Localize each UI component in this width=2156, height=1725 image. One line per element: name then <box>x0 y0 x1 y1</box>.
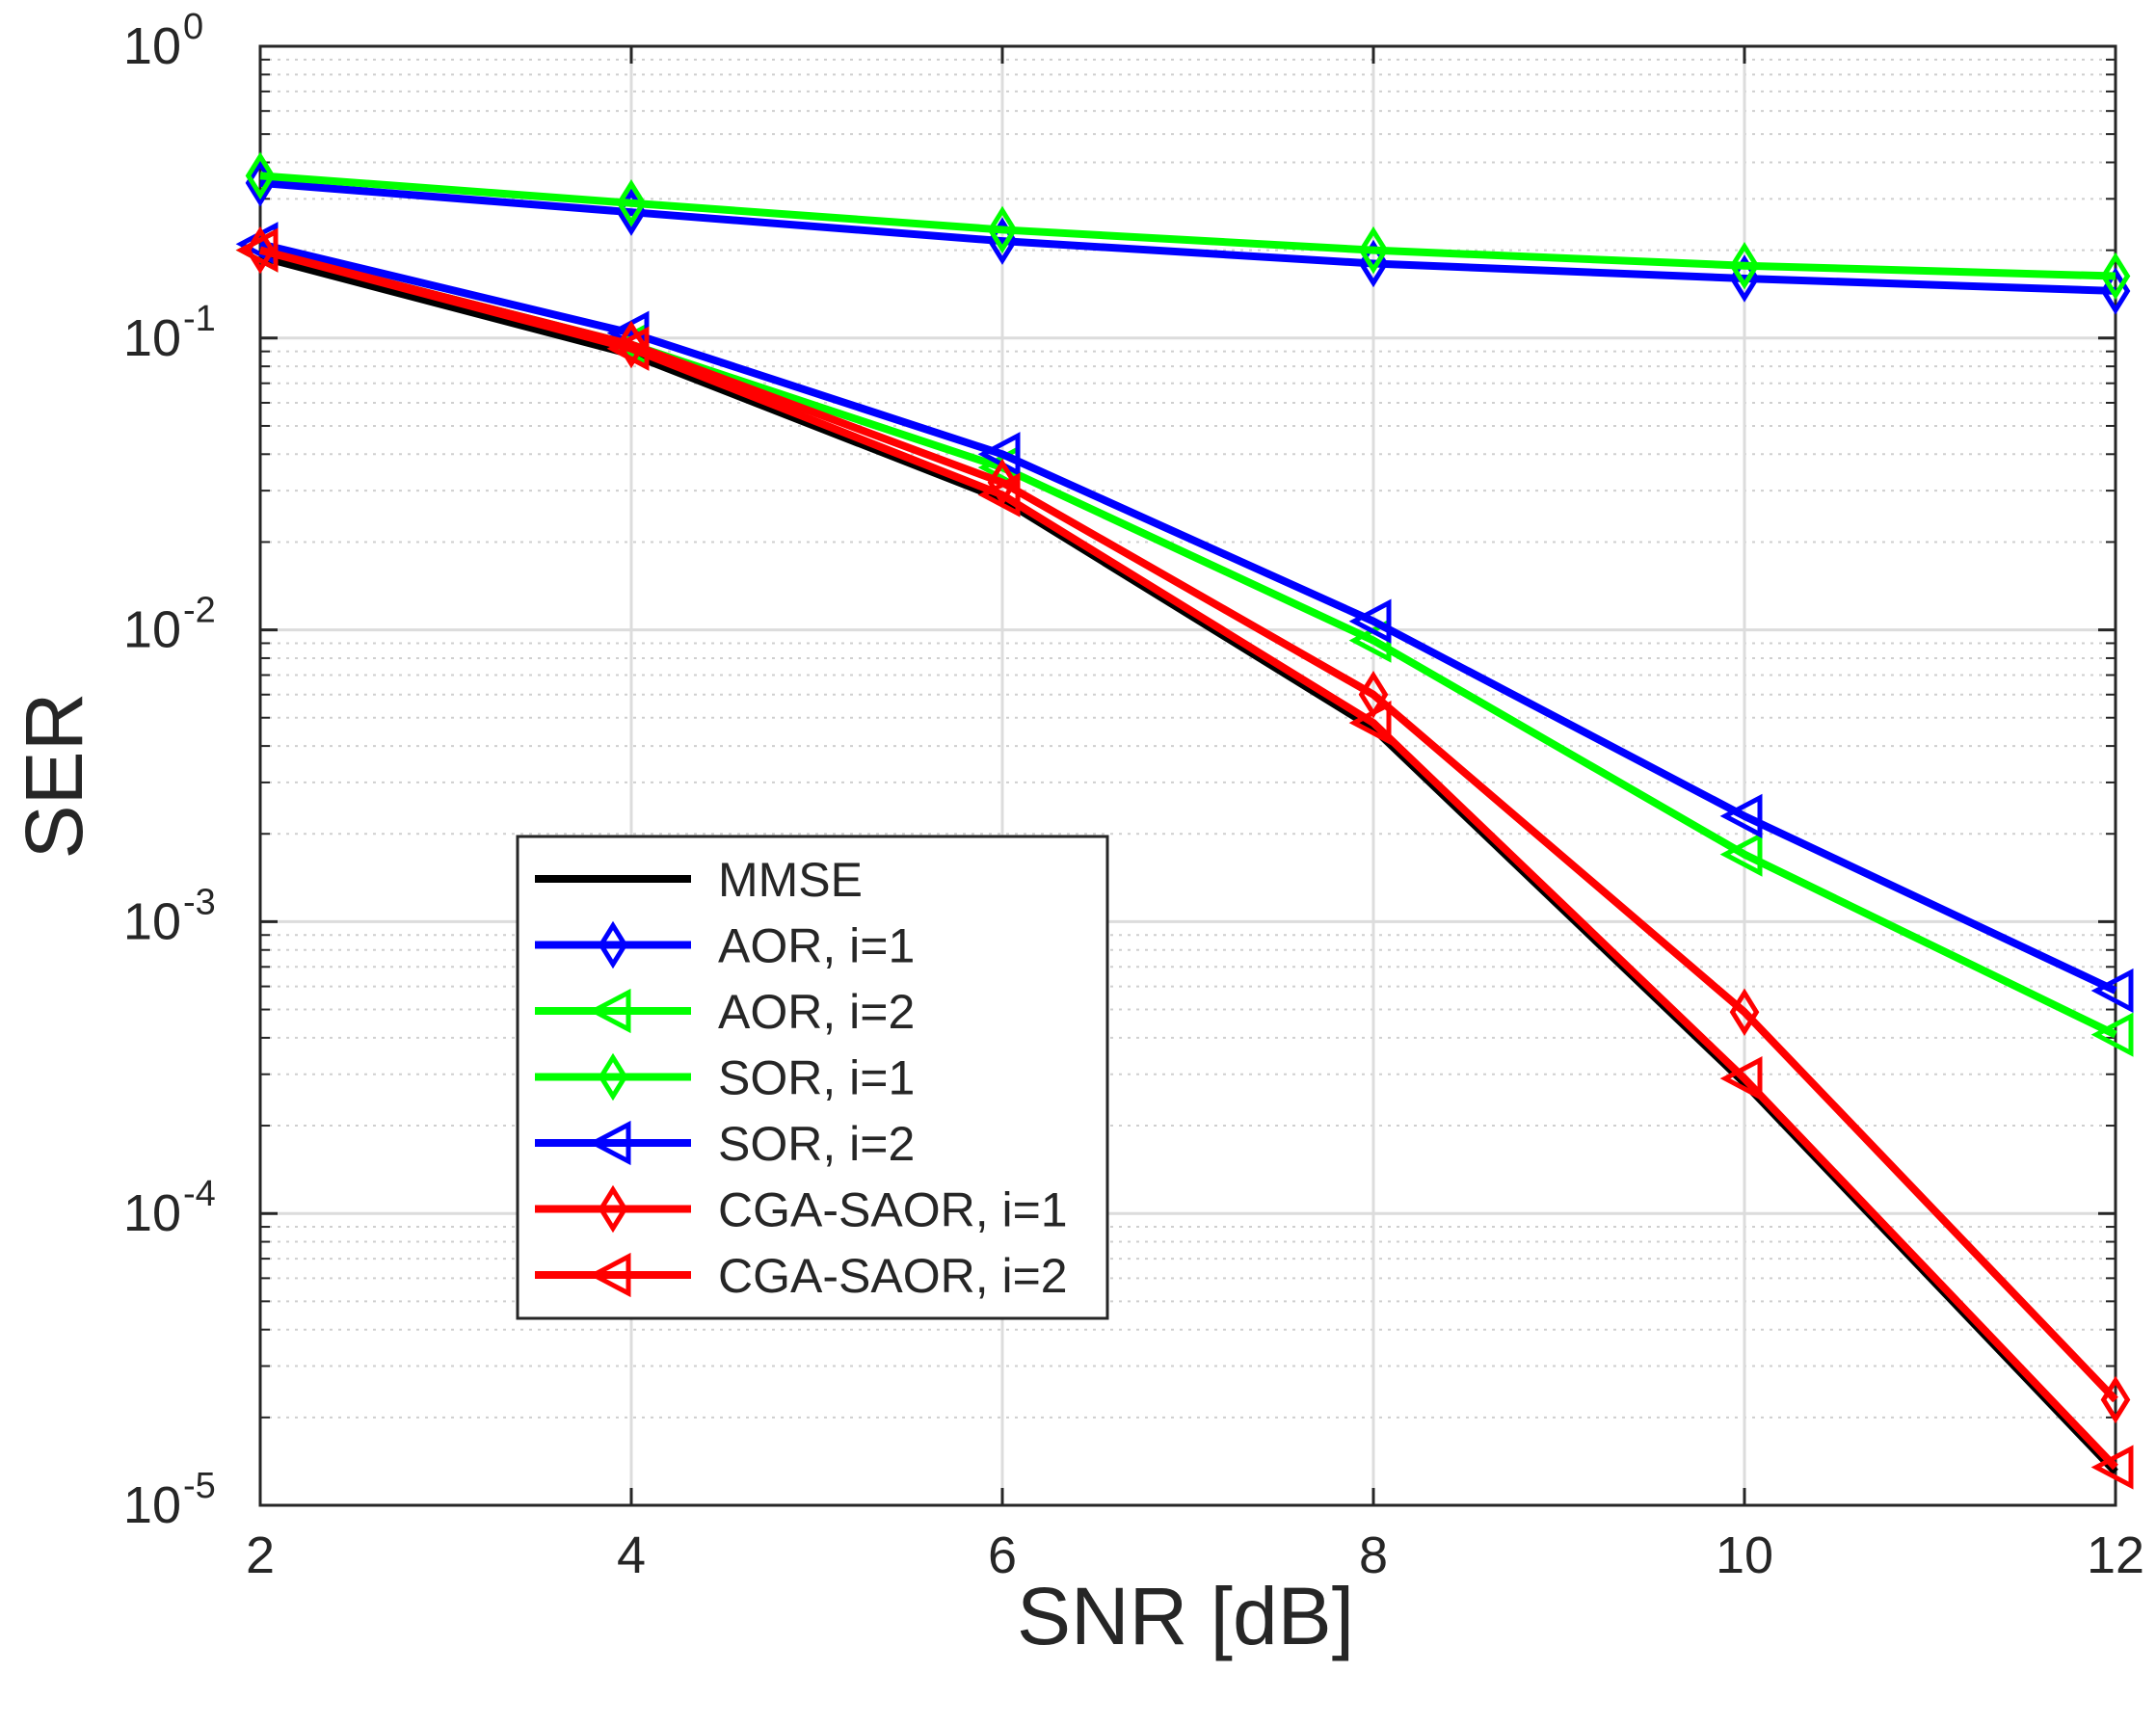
y-axis-label: SER <box>9 693 99 860</box>
x-tick-label: 10 <box>1716 1526 1773 1584</box>
legend-entry: AOR, i=1 <box>535 919 915 973</box>
y-tick-label: 10 <box>123 1476 181 1534</box>
legend-label: CGA-SAOR, i=2 <box>718 1249 1068 1303</box>
series-sor-i-1 <box>245 151 2131 301</box>
series-line <box>258 246 2118 1471</box>
data-point-diamond <box>1358 226 1389 275</box>
data-point-triangle <box>235 227 279 273</box>
y-tick-label: 10 <box>123 17 181 75</box>
data-point-diamond <box>1729 988 1760 1036</box>
data-point-diamond <box>1729 241 1760 290</box>
y-tick-label: 10 <box>123 1184 181 1242</box>
data-point-diamond <box>2100 252 2131 301</box>
x-tick-label: 6 <box>988 1526 1017 1584</box>
x-tick-label: 2 <box>246 1526 275 1584</box>
x-tick-label: 12 <box>2087 1526 2144 1584</box>
axes <box>258 44 2117 1507</box>
data-point-diamond <box>598 1184 628 1234</box>
data-point-diamond <box>616 179 647 227</box>
data-point-triangle <box>1719 793 1763 839</box>
legend-label: AOR, i=2 <box>718 985 915 1039</box>
legend-entry: MMSE <box>535 853 863 907</box>
data-point-diamond <box>598 1052 628 1101</box>
data-point-diamond <box>987 458 1018 507</box>
legend-label: AOR, i=1 <box>718 919 915 973</box>
series-line <box>259 240 2117 995</box>
legend: MMSE AOR, i=1 AOR, i=2 SOR, i=1 SOR, i=2 CGA-… <box>516 835 1109 1320</box>
series-line <box>259 178 2116 295</box>
data-point-triangle <box>588 1252 631 1298</box>
legend-label: MMSE <box>718 853 863 907</box>
y-tick-exponent: -4 <box>183 1174 216 1214</box>
legend-label: SOR, i=2 <box>718 1117 915 1171</box>
series-line <box>259 172 2116 280</box>
y-tick-label: 10 <box>123 892 181 950</box>
legend-label: SOR, i=1 <box>718 1051 915 1105</box>
data-point-triangle <box>1348 700 1392 746</box>
series-cga-saor-i-2 <box>235 227 2134 1490</box>
y-tick-exponent: -3 <box>183 882 216 922</box>
data-point-triangle <box>1719 832 1763 877</box>
x-tick-label: 4 <box>617 1526 646 1584</box>
x-tick-label: 8 <box>1359 1526 1388 1584</box>
y-tick-exponent: -1 <box>183 299 216 339</box>
axes-box <box>258 44 2117 1507</box>
data-point-diamond <box>987 205 1018 254</box>
data-point-diamond <box>616 320 647 369</box>
data-point-diamond <box>2100 1375 2131 1424</box>
data-point-triangle <box>977 472 1021 518</box>
legend-entry: AOR, i=2 <box>535 985 915 1039</box>
legend-entry: SOR, i=2 <box>535 1117 915 1171</box>
data-point-triangle <box>1719 1056 1763 1101</box>
series-lines <box>235 151 2134 1490</box>
y-tick-exponent: -2 <box>183 591 216 631</box>
data-point-triangle <box>2090 968 2134 1014</box>
data-point-triangle <box>588 1120 631 1166</box>
legend-entry: CGA-SAOR, i=2 <box>535 1249 1068 1303</box>
legend-entry: CGA-SAOR, i=1 <box>535 1183 1068 1237</box>
data-point-triangle <box>1348 598 1392 644</box>
data-point-triangle <box>2090 1012 2134 1057</box>
x-axis-label: SNR [dB] <box>1017 1571 1354 1661</box>
data-point-diamond <box>598 920 628 969</box>
legend-label: CGA-SAOR, i=1 <box>718 1183 1068 1237</box>
y-tick-exponent: -5 <box>183 1466 216 1506</box>
y-tick-label: 10 <box>123 601 181 659</box>
y-tick-exponent: 0 <box>183 7 203 47</box>
data-point-triangle <box>2090 1445 2134 1490</box>
legend-entry: SOR, i=1 <box>535 1051 915 1105</box>
data-point-diamond <box>245 151 276 200</box>
y-tick-label: 10 <box>123 309 181 367</box>
data-point-triangle <box>588 988 631 1034</box>
data-point-triangle <box>606 326 650 371</box>
